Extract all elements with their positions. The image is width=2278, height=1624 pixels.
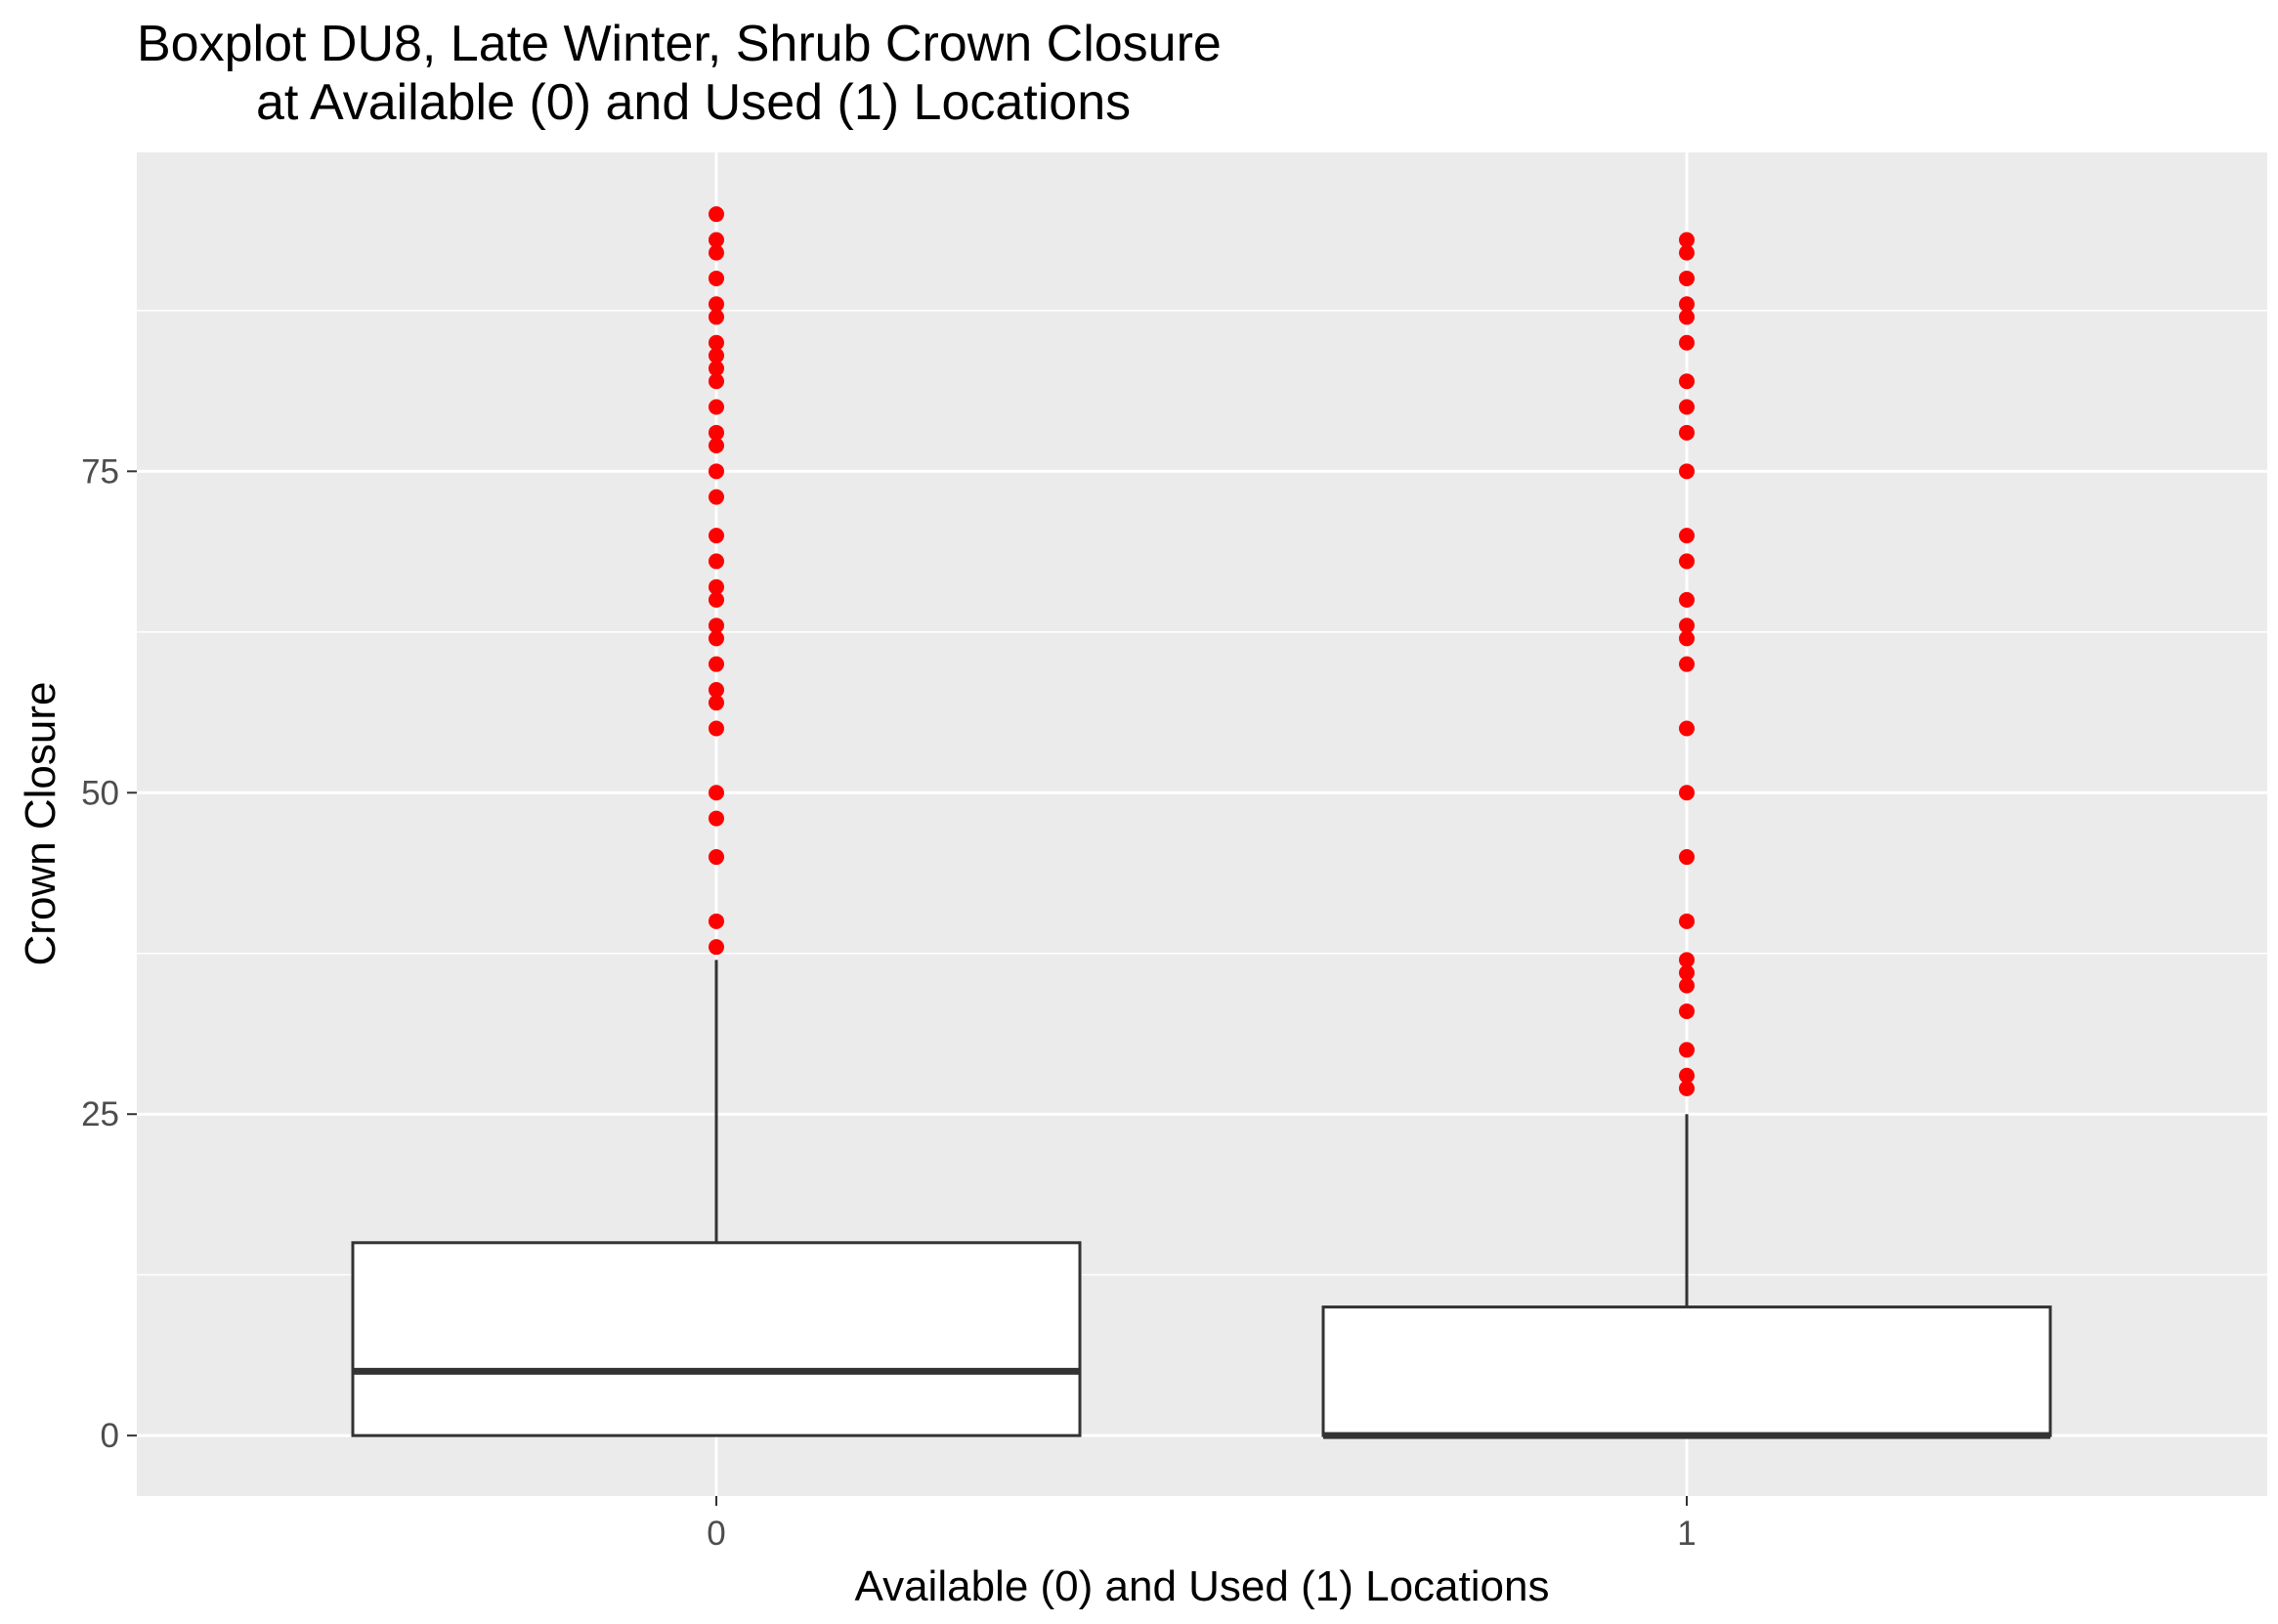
outlier-point xyxy=(1679,913,1695,929)
outlier-point xyxy=(709,720,724,737)
outlier-point xyxy=(1679,296,1695,313)
outlier-point xyxy=(1679,373,1695,390)
outlier-point xyxy=(1679,244,1695,261)
outlier-point xyxy=(709,656,724,672)
chart-title-line2: at Available (0) and Used (1) Locations xyxy=(256,74,1131,131)
outlier-point xyxy=(709,232,724,248)
outlier-point xyxy=(1679,232,1695,248)
outlier-point xyxy=(709,309,724,325)
outlier-point xyxy=(709,630,724,647)
outlier-point xyxy=(1679,270,1695,286)
outlier-point xyxy=(709,489,724,505)
outlier-point xyxy=(1679,1003,1695,1019)
y-tick-label: 50 xyxy=(81,774,119,812)
outlier-point xyxy=(709,695,724,711)
outlier-point xyxy=(1679,399,1695,415)
outlier-point xyxy=(709,424,724,441)
y-axis-title: Crown Closure xyxy=(17,682,64,966)
outlier-point xyxy=(709,913,724,929)
outlier-point xyxy=(709,361,724,377)
outlier-point xyxy=(709,578,724,595)
outlier-point xyxy=(709,591,724,608)
outlier-point xyxy=(709,682,724,698)
box-iqr xyxy=(1321,1305,2052,1437)
outlier-point xyxy=(709,244,724,261)
outlier-point xyxy=(1679,463,1695,480)
outlier-point xyxy=(709,939,724,956)
outlier-point xyxy=(709,528,724,544)
outlier-point xyxy=(709,296,724,313)
outlier-point xyxy=(709,206,724,223)
x-tick-label: 0 xyxy=(707,1515,725,1553)
outlier-point xyxy=(709,399,724,415)
outlier-point xyxy=(709,618,724,634)
outlier-point xyxy=(1679,1080,1695,1096)
y-tick-label: 0 xyxy=(101,1417,119,1455)
y-axis: 0 25 50 75 xyxy=(81,452,137,1455)
box-iqr xyxy=(351,1241,1082,1437)
outlier-point xyxy=(1679,977,1695,994)
outlier-point xyxy=(1679,591,1695,608)
outlier-point xyxy=(709,849,724,866)
outlier-point xyxy=(709,373,724,390)
outlier-point xyxy=(1679,553,1695,570)
outlier-point xyxy=(1679,309,1695,325)
outlier-point xyxy=(709,334,724,351)
outlier-point xyxy=(1679,720,1695,737)
chart-title-line1: Boxplot DU8, Late Winter, Shrub Crown Cl… xyxy=(137,16,1222,72)
outlier-point xyxy=(1679,964,1695,981)
outlier-point xyxy=(1679,952,1695,968)
outlier-point xyxy=(1679,656,1695,672)
y-tick-label: 25 xyxy=(81,1095,119,1133)
x-tick-label: 1 xyxy=(1677,1515,1696,1553)
outlier-point xyxy=(1679,424,1695,441)
x-axis-title: Available (0) and Used (1) Locations xyxy=(855,1562,1550,1610)
y-tick-label: 75 xyxy=(81,452,119,491)
outlier-point xyxy=(1679,785,1695,801)
outlier-point xyxy=(709,785,724,801)
outlier-points xyxy=(709,206,1695,1096)
outlier-point xyxy=(709,270,724,286)
outlier-point xyxy=(1679,618,1695,634)
outlier-point xyxy=(709,463,724,480)
outlier-point xyxy=(1679,1067,1695,1084)
outlier-point xyxy=(1679,630,1695,647)
outlier-point xyxy=(1679,528,1695,544)
outlier-point xyxy=(1679,334,1695,351)
outlier-point xyxy=(1679,1042,1695,1058)
outlier-point xyxy=(709,553,724,570)
boxes xyxy=(351,960,2052,1439)
outlier-point xyxy=(709,347,724,363)
outlier-point xyxy=(709,810,724,827)
outlier-point xyxy=(1679,849,1695,866)
outlier-point xyxy=(709,438,724,453)
